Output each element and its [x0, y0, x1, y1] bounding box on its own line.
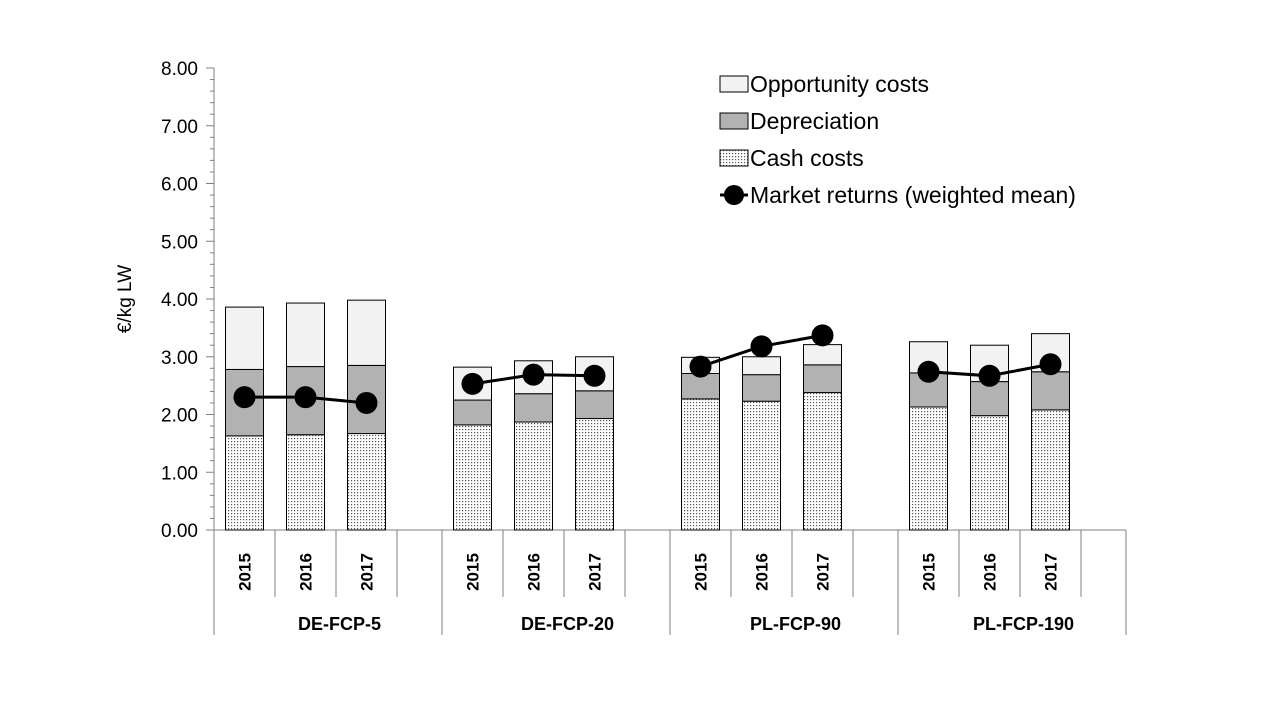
market-returns-point [689, 355, 712, 378]
bar-segment-depreciation [453, 399, 492, 426]
market-returns-point [461, 372, 484, 395]
bar-segment-opportunity-costs [347, 299, 386, 366]
legend: Opportunity costs Depreciation Cash costs M… [719, 71, 1076, 208]
group-label: PL-FCP-190 [973, 614, 1074, 634]
market-returns-point [233, 386, 256, 409]
legend-label: Depreciation [750, 108, 879, 134]
group-label: DE-FCP-5 [298, 614, 381, 634]
bar-segment-opportunity-costs [742, 356, 781, 376]
year-label: 2016 [525, 553, 544, 591]
market-returns-point [522, 363, 545, 386]
bar-segment-cash-costs [514, 421, 553, 531]
bar-segment-opportunity-costs [286, 302, 325, 368]
legend-label: Cash costs [750, 145, 864, 171]
market-returns-point [978, 364, 1001, 387]
legend-marker-market-returns [724, 185, 744, 205]
bar-segment-cash-costs [453, 424, 492, 531]
y-tick-label: 2.00 [161, 406, 198, 427]
bar-segment-cash-costs [909, 406, 948, 531]
year-label: 2015 [236, 553, 255, 591]
bar-segment-cash-costs [286, 434, 325, 531]
year-label: 2016 [753, 553, 772, 591]
bar-segment-depreciation [575, 390, 614, 420]
bar-segment-cash-costs [681, 398, 720, 531]
legend-swatch [719, 149, 749, 167]
legend-label: Market returns (weighted mean) [750, 182, 1076, 208]
y-axis-label: €/kg LW [115, 265, 136, 333]
bar-segment-depreciation [514, 393, 553, 423]
y-tick-label: 3.00 [161, 348, 198, 369]
year-label: 2017 [358, 553, 377, 591]
year-label: 2017 [586, 553, 605, 591]
bar-segment-depreciation [742, 374, 781, 402]
market-returns-point [355, 391, 378, 414]
bar-segment-depreciation [803, 364, 842, 394]
bar-segment-cash-costs [225, 435, 264, 531]
y-tick-label: 5.00 [161, 232, 198, 253]
legend-swatch [719, 112, 749, 130]
bar-segment-cash-costs [742, 400, 781, 531]
y-tick-label: 4.00 [161, 290, 198, 311]
bar-segment-cash-costs [803, 392, 842, 531]
group-label: DE-FCP-20 [521, 614, 614, 634]
bar-segment-cash-costs [575, 418, 614, 531]
y-tick-label: 1.00 [161, 463, 198, 484]
y-tick-label: 6.00 [161, 175, 198, 196]
y-tick-label: 7.00 [161, 117, 198, 138]
year-label: 2015 [692, 553, 711, 591]
group-label: PL-FCP-90 [750, 614, 841, 634]
market-returns-point [811, 324, 834, 347]
bar-segment-cash-costs [970, 415, 1009, 531]
bar-segment-opportunity-costs [803, 344, 842, 366]
y-tick-label: 0.00 [161, 521, 198, 542]
market-returns-point [750, 335, 773, 358]
year-label: 2016 [297, 553, 316, 591]
year-label: 2015 [920, 553, 939, 591]
bar-segment-opportunity-costs [225, 306, 264, 370]
bar-segment-depreciation [1031, 371, 1070, 411]
legend-label: Opportunity costs [750, 71, 929, 97]
year-label: 2015 [464, 553, 483, 591]
year-label: 2017 [1042, 553, 1061, 591]
market-returns-point [1039, 353, 1062, 376]
y-tick-label: 8.00 [161, 59, 198, 80]
legend-swatch [719, 75, 749, 93]
market-returns-point [917, 360, 940, 383]
year-label: 2016 [981, 553, 1000, 591]
bar-segment-cash-costs [1031, 409, 1070, 531]
market-returns-point [294, 386, 317, 409]
bar-segment-cash-costs [347, 433, 386, 531]
year-label: 2017 [814, 553, 833, 591]
market-returns-point [583, 364, 606, 387]
